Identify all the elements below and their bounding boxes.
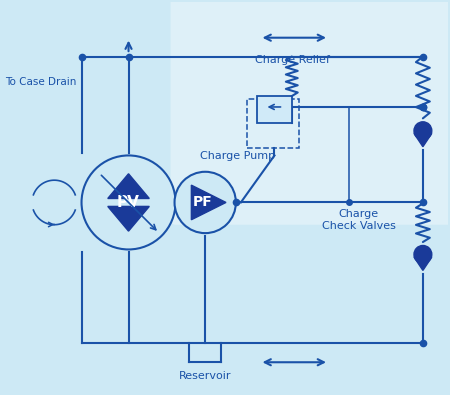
Circle shape: [175, 172, 236, 233]
Bar: [247, 99, 299, 148]
Polygon shape: [108, 207, 149, 231]
Text: To Case Drain: To Case Drain: [5, 77, 76, 87]
Text: PF: PF: [193, 196, 212, 209]
Circle shape: [414, 122, 432, 139]
Circle shape: [81, 156, 176, 250]
Polygon shape: [414, 134, 432, 147]
Polygon shape: [108, 174, 149, 199]
Text: Reservoir: Reservoir: [179, 371, 231, 381]
Polygon shape: [191, 185, 226, 220]
Text: Charge Relief: Charge Relief: [255, 55, 329, 66]
Polygon shape: [414, 257, 432, 271]
Text: Charge Pump: Charge Pump: [200, 151, 275, 162]
FancyBboxPatch shape: [171, 0, 450, 225]
Bar: [257, 96, 292, 123]
Text: Charge
Check Valves: Charge Check Valves: [322, 209, 396, 231]
Text: PV: PV: [117, 195, 140, 210]
Circle shape: [414, 245, 432, 263]
